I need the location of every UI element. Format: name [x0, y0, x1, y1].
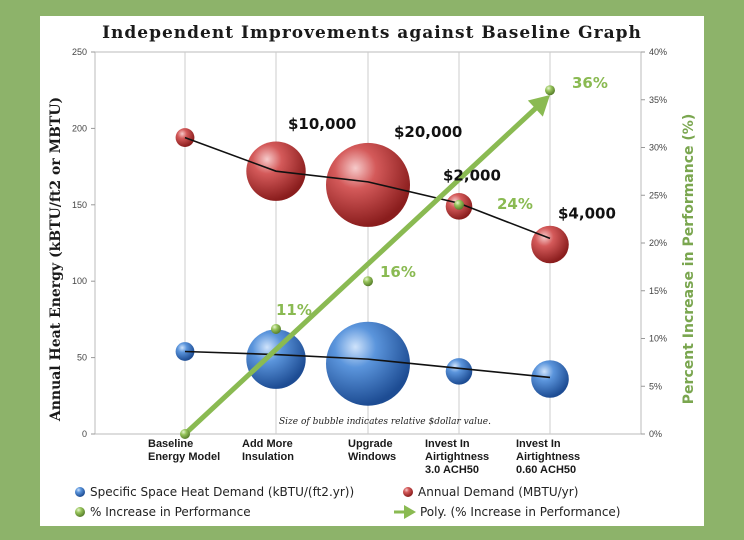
y-tick-label: 200	[72, 123, 87, 133]
y2-axis-ticks: 0% 5% 10% 15% 20% 25% 30% 35% 40%	[641, 47, 667, 439]
category-label-line: Insulation	[242, 451, 294, 463]
pct-label: 24%	[497, 195, 533, 213]
category-label: Invest In Airtightness 0.60 ACH50	[516, 438, 580, 476]
category-label-line: Airtightness	[516, 451, 580, 463]
cost-label: $2,000	[443, 166, 501, 184]
y-tick-label: 50	[77, 353, 87, 363]
y2-tick-label: 40%	[649, 47, 667, 57]
annual-demand-trendline	[184, 136, 551, 240]
chart: Independent Improvements against Baselin…	[48, 23, 697, 519]
poly-trend-arrowhead	[527, 94, 550, 117]
annual-demand-bubble	[175, 128, 195, 147]
pct-label: 36%	[572, 74, 608, 92]
annual-demand-bubble	[326, 142, 410, 227]
chart-frame: Independent Improvements against Baselin…	[40, 16, 704, 526]
cost-label: $4,000	[558, 205, 616, 223]
category-label: Upgrade Windows	[348, 438, 396, 463]
category-label-line: Energy Model	[148, 451, 220, 463]
chart-title: Independent Improvements against Baselin…	[102, 23, 642, 43]
cost-label: $20,000	[394, 123, 462, 141]
bubble-size-note: Size of bubble indicates relative $dolla…	[279, 417, 491, 427]
y2-tick-label: 10%	[649, 334, 667, 344]
legend-marker-pct-increase	[75, 507, 85, 517]
y2-tick-label: 35%	[649, 95, 667, 105]
specific-demand-bubble	[326, 321, 410, 406]
category-label-line: Upgrade	[348, 438, 393, 450]
legend-marker-poly-trend	[394, 505, 416, 519]
category-label-line: Invest In	[425, 438, 470, 450]
y2-tick-label: 30%	[649, 143, 667, 153]
legend-label-specific-demand: Specific Space Heat Demand (kBTU/(ft2.yr…	[90, 485, 354, 499]
y2-tick-label: 15%	[649, 286, 667, 296]
pct-increase-point	[545, 85, 555, 96]
category-label: Invest In Airtightness 3.0 ACH50	[425, 438, 489, 476]
pct-label: 11%	[276, 301, 312, 319]
chart-marks: $10,000 $20,000 $2,000 $4,000 11% 16% 24% 36%	[175, 74, 616, 439]
category-label-line: Invest In	[516, 438, 561, 450]
category-label-line: 0.60 ACH50	[516, 464, 576, 476]
category-label: Add More Insulation	[242, 438, 294, 463]
y2-tick-label: 25%	[649, 190, 667, 200]
x-axis-categories: Baseline Energy Model Add More Insulation Up…	[148, 438, 580, 476]
poly-trend-line	[182, 102, 543, 437]
pct-increase-point	[271, 323, 281, 334]
pct-label: 16%	[380, 263, 416, 281]
legend-label-poly-trend: Poly. (% Increase in Performance)	[420, 505, 620, 519]
y-tick-label: 0	[82, 429, 87, 439]
y2-axis-label: Percent Increase in Performance (%)	[681, 114, 697, 404]
y2-tick-label: 5%	[649, 381, 662, 391]
specific-demand-trendline	[184, 350, 551, 379]
specific-demand-bubble	[531, 360, 569, 398]
pct-increase-point	[454, 199, 464, 210]
y2-tick-label: 0%	[649, 429, 662, 439]
legend-label-annual-demand: Annual Demand (MBTU/yr)	[418, 485, 578, 499]
category-label: Baseline Energy Model	[148, 438, 220, 463]
category-label-line: Windows	[348, 451, 396, 463]
pct-increase-point	[363, 276, 373, 287]
y-axis-label: Annual Heat Energy (kBTU/ft2 or MBTU)	[48, 97, 64, 422]
y-tick-label: 150	[72, 200, 87, 210]
legend-marker-specific-demand	[75, 487, 85, 497]
y-axis-ticks: 0 50 100 150 200 250	[72, 47, 95, 439]
y-tick-label: 100	[72, 276, 87, 286]
cost-label: $10,000	[288, 115, 356, 133]
category-label-line: Add More	[242, 438, 293, 450]
category-label-line: 3.0 ACH50	[425, 464, 479, 476]
y-tick-label: 250	[72, 47, 87, 57]
category-label-line: Baseline	[148, 438, 193, 450]
annual-demand-bubble	[531, 225, 569, 264]
legend-marker-annual-demand	[403, 487, 413, 497]
y2-tick-label: 20%	[649, 238, 667, 248]
specific-demand-bubble	[445, 358, 473, 385]
category-label-line: Airtightness	[425, 451, 489, 463]
legend-label-pct-increase: % Increase in Performance	[90, 505, 251, 519]
legend: Specific Space Heat Demand (kBTU/(ft2.yr…	[75, 485, 620, 519]
pct-increase-point	[180, 429, 190, 439]
specific-demand-bubble	[246, 329, 306, 389]
